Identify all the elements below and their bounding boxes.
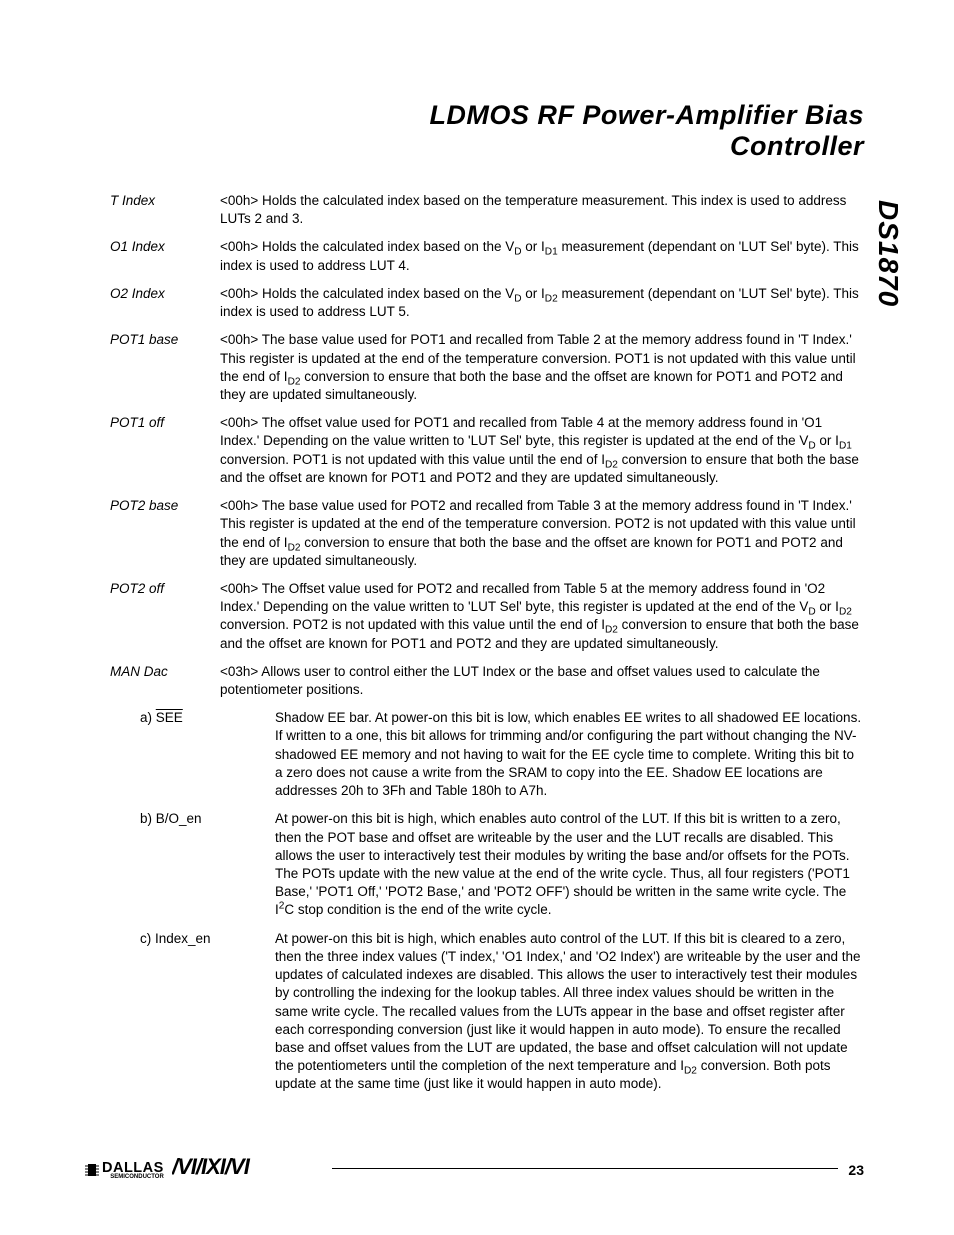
sub-entry-row: c) Index_enAt power-on this bit is high,… <box>140 930 864 1094</box>
entry-label: MAN Dac <box>110 663 220 699</box>
entry-desc: <00h> Holds the calculated index based o… <box>220 285 864 321</box>
entry-row: O1 Index<00h> Holds the calculated index… <box>110 238 864 274</box>
entry-row: POT2 base<00h> The base value used for P… <box>110 497 864 570</box>
page-title: LDMOS RF Power-Amplifier Bias Controller <box>110 100 864 162</box>
entry-label: POT1 off <box>110 414 220 487</box>
entry-label: T Index <box>110 192 220 228</box>
page-number: 23 <box>848 1162 864 1178</box>
sub-entry-row: b) B/O_enAt power-on this bit is high, w… <box>140 810 864 919</box>
entry-desc: <00h> The offset value used for POT1 and… <box>220 414 864 487</box>
entry-label: POT1 base <box>110 331 220 404</box>
title-line-1: LDMOS RF Power-Amplifier Bias <box>429 100 864 130</box>
title-line-2: Controller <box>730 131 864 161</box>
entry-label: POT2 off <box>110 580 220 653</box>
entry-desc: <00h> The Offset value used for POT2 and… <box>220 580 864 653</box>
entry-row: POT1 off<00h> The offset value used for … <box>110 414 864 487</box>
entry-row: MAN Dac<03h> Allows user to control eith… <box>110 663 864 699</box>
side-part-number: DS1870 <box>872 200 904 307</box>
maxim-logo: /VI/IXI/VI <box>172 1155 322 1185</box>
sub-entries-container: a) SEEShadow EE bar. At power-on this bi… <box>110 709 864 1093</box>
sub-entry-row: a) SEEShadow EE bar. At power-on this bi… <box>140 709 864 800</box>
entry-desc: <00h> The base value used for POT1 and r… <box>220 331 864 404</box>
entry-desc: <00h> The base value used for POT2 and r… <box>220 497 864 570</box>
svg-text:/VI/IXI/VI: /VI/IXI/VI <box>172 1155 251 1179</box>
entry-row: O2 Index<00h> Holds the calculated index… <box>110 285 864 321</box>
entry-desc: <00h> Holds the calculated index based o… <box>220 192 864 228</box>
entry-desc: <00h> Holds the calculated index based o… <box>220 238 864 274</box>
sub-entry-desc: At power-on this bit is high, which enab… <box>275 930 864 1094</box>
entry-row: POT2 off<00h> The Offset value used for … <box>110 580 864 653</box>
dallas-logo: DALLAS SEMICONDUCTOR <box>85 1160 164 1180</box>
dallas-sub-text: SEMICONDUCTOR <box>102 1174 164 1180</box>
entry-label: O2 Index <box>110 285 220 321</box>
footer-rule <box>332 1168 839 1169</box>
entry-row: T Index<00h> Holds the calculated index … <box>110 192 864 228</box>
sub-entry-desc: At power-on this bit is high, which enab… <box>275 810 864 919</box>
chip-icon <box>85 1162 99 1178</box>
sub-entry-desc: Shadow EE bar. At power-on this bit is l… <box>275 709 864 800</box>
sub-entry-label: a) SEE <box>140 709 275 800</box>
entry-desc: <03h> Allows user to control either the … <box>220 663 864 699</box>
footer: DALLAS SEMICONDUCTOR /VI/IXI/VI 23 <box>85 1155 864 1185</box>
entry-label: POT2 base <box>110 497 220 570</box>
entry-label: O1 Index <box>110 238 220 274</box>
entries-container: T Index<00h> Holds the calculated index … <box>110 192 864 699</box>
entry-row: POT1 base<00h> The base value used for P… <box>110 331 864 404</box>
sub-entry-label: b) B/O_en <box>140 810 275 919</box>
sub-entry-label: c) Index_en <box>140 930 275 1094</box>
